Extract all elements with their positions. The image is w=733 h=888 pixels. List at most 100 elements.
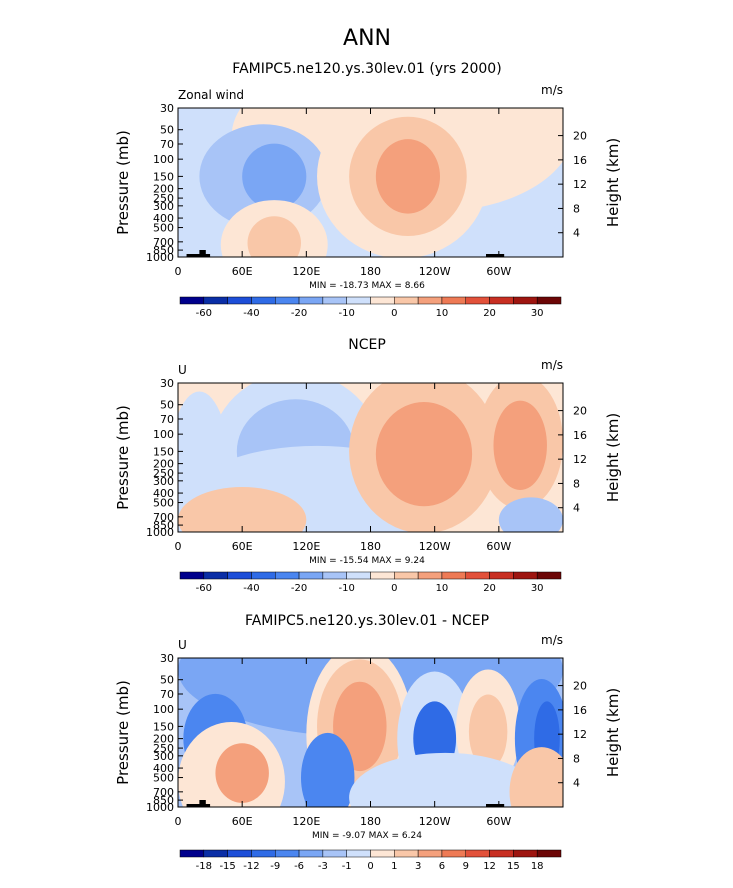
lon-tick-label: 120E — [292, 265, 320, 278]
contour-region — [242, 143, 307, 210]
colorbar-label: 0 — [391, 583, 397, 594]
colorbar-swatch — [322, 571, 347, 580]
panel-variable-label: U — [178, 638, 187, 652]
panel-title: NCEP — [348, 337, 386, 353]
height-tick-label: 4 — [573, 227, 580, 240]
lon-tick-label: 0 — [175, 540, 182, 553]
y-axis-title-right: Height (km) — [604, 138, 622, 227]
pressure-tick-label: 150 — [153, 170, 174, 183]
lon-tick-label: 60E — [232, 540, 253, 553]
topography-mask — [199, 800, 206, 807]
panel-variable-label: U — [178, 363, 187, 377]
pressure-tick-label: 1000 — [146, 251, 174, 264]
colorbar-swatch — [227, 296, 252, 305]
pressure-tick-label: 100 — [153, 428, 174, 441]
height-tick-label: 4 — [573, 777, 580, 790]
colorbar-swatch — [489, 571, 514, 580]
colorbar-label: 10 — [436, 583, 449, 594]
y-axis-title-left: Pressure (mb) — [114, 405, 132, 510]
colorbar-label: -3 — [318, 861, 328, 872]
pressure-tick-label: 150 — [153, 720, 174, 733]
pressure-tick-label: 50 — [160, 124, 174, 137]
pressure-tick-label: 400 — [153, 212, 174, 225]
colorbar-swatch — [441, 571, 466, 580]
topography-mask — [486, 254, 505, 257]
height-tick-label: 20 — [573, 130, 587, 143]
colorbar-label: 1 — [391, 861, 397, 872]
lon-tick-label: 60W — [486, 265, 511, 278]
height-tick-label: 16 — [573, 154, 587, 167]
pressure-tick-label: 30 — [160, 102, 174, 115]
panel-min-max: MIN = -15.54 MAX = 9.24 — [309, 556, 425, 566]
height-tick-label: 8 — [573, 202, 580, 215]
pressure-tick-label: 200 — [153, 183, 174, 196]
colorbar-swatch — [394, 296, 419, 305]
colorbar-swatch — [346, 296, 371, 305]
colorbar-swatch — [346, 571, 371, 580]
panel-units-label: m/s — [541, 633, 563, 647]
topography-mask — [186, 254, 211, 257]
colorbar-swatch — [536, 849, 562, 858]
contour-field — [178, 383, 563, 532]
colorbar-swatch — [203, 849, 228, 858]
contour-region — [456, 222, 563, 257]
contour-region — [349, 752, 542, 807]
colorbar-swatch — [489, 849, 514, 858]
colorbar-swatch — [370, 571, 395, 580]
colorbar-swatch — [275, 571, 300, 580]
height-tick-label: 8 — [573, 752, 580, 765]
pressure-tick-label: 300 — [153, 475, 174, 488]
colorbar-label: -6 — [294, 861, 304, 872]
lon-tick-label: 0 — [175, 265, 182, 278]
colorbar-swatch — [227, 849, 252, 858]
lon-tick-label: 60W — [486, 815, 511, 828]
lon-tick-label: 120W — [419, 540, 451, 553]
height-tick-label: 12 — [573, 453, 587, 466]
contour-region — [178, 487, 307, 532]
height-tick-label: 20 — [573, 405, 587, 418]
contour-region — [247, 216, 301, 257]
colorbar-swatch — [227, 571, 252, 580]
panel-variable-label: Zonal wind — [178, 88, 244, 102]
pressure-tick-label: 1000 — [146, 801, 174, 814]
lon-tick-label: 120W — [419, 815, 451, 828]
y-axis-title-right: Height (km) — [604, 688, 622, 777]
panel-units-label: m/s — [541, 83, 563, 97]
pressure-tick-label: 500 — [153, 772, 174, 785]
colorbar: -18 -15 -12 -9 -6 -3 -1 0 1 3 6 9 12 15 18 — [179, 849, 562, 872]
lon-tick-label: 180 — [360, 265, 381, 278]
colorbar-label: 0 — [391, 308, 397, 319]
colorbar-swatch — [203, 296, 228, 305]
y-axis-title-left: Pressure (mb) — [114, 680, 132, 785]
colorbar-swatch — [465, 296, 490, 305]
topography-mask — [186, 804, 211, 807]
lon-tick-label: 120E — [292, 815, 320, 828]
colorbar-label: -18 — [196, 861, 212, 872]
pressure-tick-label: 1000 — [146, 526, 174, 539]
pressure-tick-label: 700 — [153, 236, 174, 249]
colorbar-swatch — [179, 296, 205, 305]
lon-tick-label: 60W — [486, 540, 511, 553]
pressure-tick-label: 150 — [153, 445, 174, 458]
colorbar: -60 -40 -20 -10 0 10 20 30 — [179, 571, 562, 594]
colorbar-label: 9 — [463, 861, 469, 872]
colorbar-swatch — [370, 849, 395, 858]
colorbar-label: 30 — [531, 583, 544, 594]
colorbar-swatch — [298, 571, 324, 580]
pressure-tick-label: 300 — [153, 200, 174, 213]
colorbar-swatch — [441, 849, 466, 858]
colorbar-label: -20 — [291, 583, 307, 594]
y-axis-title-right: Height (km) — [604, 413, 622, 502]
colorbar-swatch — [298, 296, 324, 305]
pressure-tick-label: 300 — [153, 750, 174, 763]
colorbar-swatch — [513, 296, 538, 305]
lon-tick-label: 120W — [419, 265, 451, 278]
colorbar-label: 18 — [531, 861, 544, 872]
lon-tick-label: 180 — [360, 815, 381, 828]
colorbar-label: 3 — [415, 861, 421, 872]
colorbar-label: -10 — [339, 308, 355, 319]
panel-2: 3050701001502002503004005007008501000481… — [114, 337, 622, 594]
lon-tick-label: 60E — [232, 265, 253, 278]
height-tick-label: 16 — [573, 429, 587, 442]
